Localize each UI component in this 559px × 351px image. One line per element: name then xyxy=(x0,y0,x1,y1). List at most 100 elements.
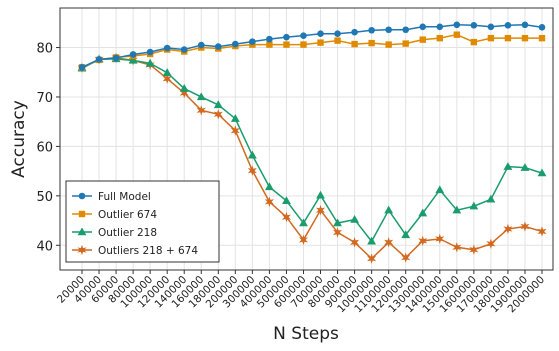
data-point xyxy=(436,23,444,31)
data-point xyxy=(350,214,359,223)
data-point xyxy=(351,40,358,48)
data-point xyxy=(368,39,375,47)
data-point xyxy=(214,43,222,50)
data-point xyxy=(179,87,189,99)
data-point xyxy=(504,34,512,42)
data-point xyxy=(487,23,495,31)
series-group xyxy=(77,21,547,264)
data-point xyxy=(197,41,205,49)
data-point xyxy=(264,196,274,207)
data-point xyxy=(385,26,392,34)
series-0 xyxy=(78,21,546,71)
data-point xyxy=(230,125,240,136)
data-point xyxy=(351,28,358,36)
legend-entry-label: Outlier 218 xyxy=(98,227,157,239)
data-point xyxy=(435,185,445,194)
data-point xyxy=(249,38,256,45)
data-point xyxy=(504,22,512,29)
data-point xyxy=(317,39,324,46)
data-point xyxy=(367,253,377,264)
data-point xyxy=(162,68,172,76)
data-point xyxy=(487,34,495,42)
plot-frame xyxy=(59,7,554,271)
data-point xyxy=(453,31,461,38)
data-point xyxy=(300,32,307,39)
data-point xyxy=(521,21,529,29)
data-point xyxy=(402,40,409,47)
data-point xyxy=(418,208,428,217)
data-point xyxy=(538,23,546,31)
data-point xyxy=(162,73,172,84)
legend-entry-label: Outliers 218 + 674 xyxy=(98,245,198,257)
data-point xyxy=(282,196,291,204)
legend-entry-label: Outlier 674 xyxy=(98,209,157,221)
data-point xyxy=(469,201,479,210)
data-point xyxy=(145,58,155,67)
data-point xyxy=(385,41,392,48)
data-point xyxy=(521,34,529,42)
data-point xyxy=(129,51,137,58)
data-point xyxy=(112,54,120,62)
x-axis-label: N Steps xyxy=(273,324,339,344)
data-point xyxy=(470,22,478,29)
data-point xyxy=(247,165,257,176)
data-point xyxy=(213,100,223,109)
data-point xyxy=(179,83,189,92)
data-point xyxy=(419,36,426,43)
data-point xyxy=(384,237,394,248)
data-point xyxy=(265,182,274,191)
data-point xyxy=(180,46,188,53)
data-point xyxy=(486,194,496,203)
data-point xyxy=(537,168,547,177)
data-point xyxy=(163,44,171,52)
data-point xyxy=(300,41,307,48)
y-tick-label: 80 xyxy=(36,42,53,57)
data-point xyxy=(196,92,206,101)
data-point xyxy=(503,162,513,170)
data-point xyxy=(418,235,428,247)
data-point xyxy=(334,30,341,38)
data-point xyxy=(401,252,411,263)
data-point xyxy=(232,40,239,48)
data-point xyxy=(146,48,154,56)
legend-marker xyxy=(78,210,86,218)
legend-entry-label: Full Model xyxy=(98,191,151,203)
data-point xyxy=(537,226,547,237)
data-point xyxy=(419,23,427,31)
data-point xyxy=(384,205,394,214)
data-point xyxy=(453,21,461,29)
data-point xyxy=(470,38,478,46)
y-axis-ticks: 40 50 60 70 80 xyxy=(36,42,60,254)
data-point xyxy=(368,26,375,34)
x-axis-ticks: 2000040000600008000010000012000014000016… xyxy=(55,270,547,315)
y-tick-label: 50 xyxy=(36,190,53,205)
y-tick-label: 40 xyxy=(36,239,53,254)
data-point xyxy=(503,223,513,235)
data-point xyxy=(520,221,530,232)
y-tick-label: 60 xyxy=(36,140,53,155)
data-point xyxy=(402,26,410,34)
series-line xyxy=(81,58,543,243)
data-point xyxy=(95,56,103,63)
legend-box xyxy=(65,180,220,263)
data-point xyxy=(452,205,462,214)
data-point xyxy=(283,41,290,48)
y-axis-label: Accuracy xyxy=(9,100,29,178)
data-point xyxy=(452,242,462,253)
data-point xyxy=(367,236,377,245)
series-line xyxy=(81,57,543,260)
data-point xyxy=(230,114,240,122)
legend-marker xyxy=(77,244,87,256)
series-line xyxy=(81,24,543,69)
data-point xyxy=(299,218,308,227)
data-point xyxy=(333,227,343,238)
series-2 xyxy=(77,54,547,245)
data-point xyxy=(316,204,326,216)
data-point xyxy=(266,41,273,48)
data-point xyxy=(247,150,257,159)
data-point xyxy=(538,34,546,42)
data-point xyxy=(283,33,290,41)
y-tick-label: 70 xyxy=(36,91,53,106)
